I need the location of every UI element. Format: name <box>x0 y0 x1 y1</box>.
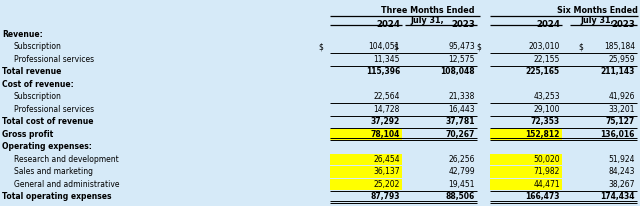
Text: Subscription: Subscription <box>14 92 62 101</box>
Text: 70,267: 70,267 <box>445 130 475 139</box>
Text: 104,051: 104,051 <box>369 42 400 51</box>
Text: Three Months Ended
July 31,: Three Months Ended July 31, <box>381 6 474 25</box>
Text: Operating expenses:: Operating expenses: <box>2 142 92 151</box>
Text: 87,793: 87,793 <box>371 192 400 201</box>
Text: Total operating expenses: Total operating expenses <box>2 192 111 201</box>
Text: 203,010: 203,010 <box>529 42 560 51</box>
Text: 11,345: 11,345 <box>374 55 400 64</box>
Text: 75,127: 75,127 <box>605 117 635 126</box>
Text: 2024: 2024 <box>536 20 560 29</box>
Bar <box>330 153 402 165</box>
Text: 72,353: 72,353 <box>531 117 560 126</box>
Text: Sales and marketing: Sales and marketing <box>14 167 93 176</box>
Text: 50,020: 50,020 <box>533 155 560 164</box>
Text: 211,143: 211,143 <box>600 67 635 76</box>
Text: 166,473: 166,473 <box>525 192 560 201</box>
Text: 21,338: 21,338 <box>449 92 475 101</box>
Text: $: $ <box>476 42 481 51</box>
Text: 37,781: 37,781 <box>445 117 475 126</box>
Text: 25,202: 25,202 <box>374 180 400 189</box>
Text: 26,454: 26,454 <box>373 155 400 164</box>
Text: Total revenue: Total revenue <box>2 67 61 76</box>
Text: 43,253: 43,253 <box>533 92 560 101</box>
Text: 152,812: 152,812 <box>525 130 560 139</box>
Text: Total cost of revenue: Total cost of revenue <box>2 117 93 126</box>
Text: 37,292: 37,292 <box>371 117 400 126</box>
Text: Revenue:: Revenue: <box>2 30 43 39</box>
Bar <box>490 179 562 190</box>
Text: Gross profit: Gross profit <box>2 130 53 139</box>
Text: Cost of revenue:: Cost of revenue: <box>2 80 74 89</box>
Text: 71,982: 71,982 <box>534 167 560 176</box>
Text: $: $ <box>578 42 583 51</box>
Text: 136,016: 136,016 <box>600 130 635 139</box>
Text: 38,267: 38,267 <box>609 180 635 189</box>
Text: 36,137: 36,137 <box>373 167 400 176</box>
Text: 84,243: 84,243 <box>609 167 635 176</box>
Text: Professional services: Professional services <box>14 55 94 64</box>
Text: 2023: 2023 <box>611 20 635 29</box>
Text: 108,048: 108,048 <box>440 67 475 76</box>
Bar <box>490 129 562 140</box>
Text: 115,396: 115,396 <box>365 67 400 76</box>
Text: 88,506: 88,506 <box>445 192 475 201</box>
Text: 51,924: 51,924 <box>609 155 635 164</box>
Bar <box>330 179 402 190</box>
Text: Professional services: Professional services <box>14 105 94 114</box>
Text: Subscription: Subscription <box>14 42 62 51</box>
Text: 42,799: 42,799 <box>449 167 475 176</box>
Text: 19,451: 19,451 <box>449 180 475 189</box>
Bar <box>330 166 402 178</box>
Text: 16,443: 16,443 <box>449 105 475 114</box>
Text: 185,184: 185,184 <box>604 42 635 51</box>
Bar <box>490 153 562 165</box>
Text: 14,728: 14,728 <box>374 105 400 114</box>
Text: Research and development: Research and development <box>14 155 119 164</box>
Text: 225,165: 225,165 <box>526 67 560 76</box>
Text: 41,926: 41,926 <box>609 92 635 101</box>
Text: 22,564: 22,564 <box>374 92 400 101</box>
Text: 44,471: 44,471 <box>533 180 560 189</box>
Text: General and administrative: General and administrative <box>14 180 120 189</box>
Text: 95,473: 95,473 <box>448 42 475 51</box>
Text: 25,959: 25,959 <box>609 55 635 64</box>
Text: 12,575: 12,575 <box>449 55 475 64</box>
Text: 29,100: 29,100 <box>534 105 560 114</box>
Text: 2024: 2024 <box>376 20 400 29</box>
Text: 26,256: 26,256 <box>449 155 475 164</box>
Text: 33,201: 33,201 <box>609 105 635 114</box>
Text: $: $ <box>393 42 398 51</box>
Text: 174,434: 174,434 <box>600 192 635 201</box>
Bar <box>330 129 402 140</box>
Text: Six Months Ended
July 31,: Six Months Ended July 31, <box>557 6 638 25</box>
Text: $: $ <box>318 42 323 51</box>
Text: 2023: 2023 <box>451 20 475 29</box>
Bar <box>490 166 562 178</box>
Text: 22,155: 22,155 <box>534 55 560 64</box>
Text: 78,104: 78,104 <box>371 130 400 139</box>
